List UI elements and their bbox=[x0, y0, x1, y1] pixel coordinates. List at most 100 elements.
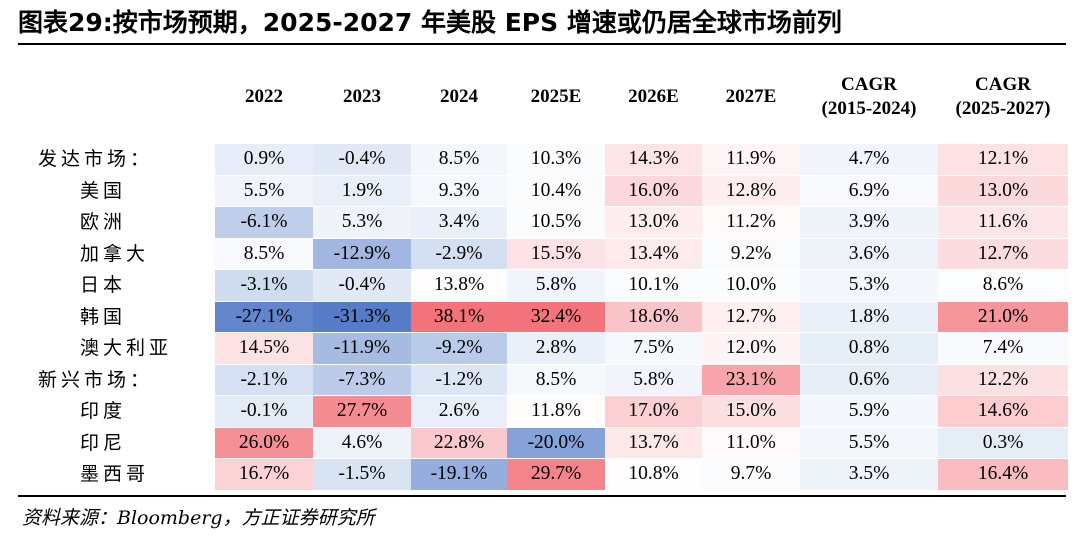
table-cell: 4.7% bbox=[800, 144, 938, 176]
row-label: 欧洲 bbox=[80, 211, 127, 233]
top-rule bbox=[18, 43, 1066, 45]
table-cell: 12.7% bbox=[702, 301, 800, 333]
table-cell: 4.6% bbox=[313, 427, 411, 459]
table-cell: 26.0% bbox=[215, 427, 313, 459]
table-cell: -0.1% bbox=[215, 396, 313, 428]
table-cell: -0.4% bbox=[313, 144, 411, 176]
table-cell: 14.5% bbox=[215, 333, 313, 365]
column-header: 2027E bbox=[725, 86, 777, 107]
table-cell: 1.9% bbox=[313, 175, 411, 207]
table-cell: 9.3% bbox=[411, 175, 507, 207]
table-cell: 2.8% bbox=[507, 333, 605, 365]
row-label: 澳大利亚 bbox=[80, 337, 173, 359]
table-cell: -31.3% bbox=[313, 301, 411, 333]
column-header: 2024 bbox=[440, 86, 478, 107]
column-header: CAGR (2015-2024) bbox=[821, 74, 917, 119]
table-cell: 13.0% bbox=[605, 207, 702, 239]
row-label: 发达市场： bbox=[38, 148, 154, 170]
table-cell: 16.0% bbox=[605, 175, 702, 207]
row-label: 印尼 bbox=[80, 431, 127, 454]
table-cell: 38.1% bbox=[411, 301, 507, 333]
table-cell: 11.9% bbox=[702, 144, 800, 176]
table-cell: 32.4% bbox=[507, 301, 605, 333]
table-cell: 1.8% bbox=[800, 301, 938, 333]
table-cell: 5.8% bbox=[605, 364, 702, 396]
table-cell: 14.3% bbox=[605, 144, 702, 176]
table-cell: -2.9% bbox=[411, 238, 507, 270]
table-cell: 5.5% bbox=[800, 427, 938, 459]
column-header: CAGR (2025-2027) bbox=[955, 74, 1051, 119]
row-label: 加拿大 bbox=[80, 242, 150, 265]
table-cell: 12.1% bbox=[938, 144, 1068, 176]
table-cell: 5.8% bbox=[507, 270, 605, 302]
column-header: 2022 bbox=[245, 86, 283, 107]
table-cell: 8.6% bbox=[938, 270, 1068, 302]
table-cell: 11.2% bbox=[702, 207, 800, 239]
table-cell: 10.0% bbox=[702, 270, 800, 302]
row-label: 印度 bbox=[80, 400, 127, 422]
table-cell: 23.1% bbox=[702, 364, 800, 396]
table-cell: -6.1% bbox=[215, 207, 313, 239]
table-cell: 11.8% bbox=[507, 396, 605, 428]
table-cell: -9.2% bbox=[411, 333, 507, 365]
table-cell: 3.5% bbox=[800, 459, 938, 491]
table-cell: -19.1% bbox=[411, 459, 507, 491]
row-label: 新兴市场： bbox=[38, 368, 154, 391]
table-cell: 2.6% bbox=[411, 396, 507, 428]
table-cell: -12.9% bbox=[313, 238, 411, 270]
table-cell: 13.4% bbox=[605, 238, 702, 270]
table-cell: 8.5% bbox=[507, 364, 605, 396]
table-cell: 14.6% bbox=[938, 396, 1068, 428]
table-cell: 9.2% bbox=[702, 238, 800, 270]
table-cell: 5.3% bbox=[800, 270, 938, 302]
row-label: 韩国 bbox=[80, 305, 127, 328]
table-cell: 11.6% bbox=[938, 207, 1068, 239]
row-label: 美国 bbox=[80, 179, 127, 202]
table-cell: 5.5% bbox=[215, 175, 313, 207]
table-cell: 29.7% bbox=[507, 459, 605, 491]
row-label: 日本 bbox=[80, 274, 127, 296]
table-cell: 3.9% bbox=[800, 207, 938, 239]
row-label: 墨西哥 bbox=[80, 463, 150, 485]
column-header: 2025E bbox=[530, 86, 582, 107]
table-cell: 10.5% bbox=[507, 207, 605, 239]
table-cell: -3.1% bbox=[215, 270, 313, 302]
table-cell: 0.9% bbox=[215, 144, 313, 176]
table-cell: 18.6% bbox=[605, 301, 702, 333]
table-cell: 8.5% bbox=[411, 144, 507, 176]
table-cell: 15.0% bbox=[702, 396, 800, 428]
table-cell: 21.0% bbox=[938, 301, 1068, 333]
table-cell: 12.8% bbox=[702, 175, 800, 207]
table-cell: 7.5% bbox=[605, 333, 702, 365]
table-cell: 17.0% bbox=[605, 396, 702, 428]
table-cell: -0.4% bbox=[313, 270, 411, 302]
table-cell: 5.3% bbox=[313, 207, 411, 239]
table-cell: 3.4% bbox=[411, 207, 507, 239]
table-cell: 10.4% bbox=[507, 175, 605, 207]
table-cell: 12.7% bbox=[938, 238, 1068, 270]
table-cell: -20.0% bbox=[507, 427, 605, 459]
table-cell: 0.6% bbox=[800, 364, 938, 396]
table-cell: 11.0% bbox=[702, 427, 800, 459]
table-cell: 12.2% bbox=[938, 364, 1068, 396]
table-cell: 8.5% bbox=[215, 238, 313, 270]
column-header: 2026E bbox=[628, 86, 679, 107]
table-cell: 5.9% bbox=[800, 396, 938, 428]
table-cell: -1.5% bbox=[313, 459, 411, 491]
table-cell: 12.0% bbox=[702, 333, 800, 365]
table-cell: 9.7% bbox=[702, 459, 800, 491]
table-cell: 22.8% bbox=[411, 427, 507, 459]
table-cell: 3.6% bbox=[800, 238, 938, 270]
table-cell: 15.5% bbox=[507, 238, 605, 270]
table-cell: 13.8% bbox=[411, 270, 507, 302]
table-cell: 7.4% bbox=[938, 333, 1068, 365]
table-cell: -11.9% bbox=[313, 333, 411, 365]
table-cell: -2.1% bbox=[215, 364, 313, 396]
table-cell: 10.3% bbox=[507, 144, 605, 176]
table-cell: -27.1% bbox=[215, 301, 313, 333]
table-cell: 27.7% bbox=[313, 396, 411, 428]
table-cell: 16.7% bbox=[215, 459, 313, 491]
table-cell: 16.4% bbox=[938, 459, 1068, 491]
table-cell: -7.3% bbox=[313, 364, 411, 396]
table-cell: 10.8% bbox=[605, 459, 702, 491]
